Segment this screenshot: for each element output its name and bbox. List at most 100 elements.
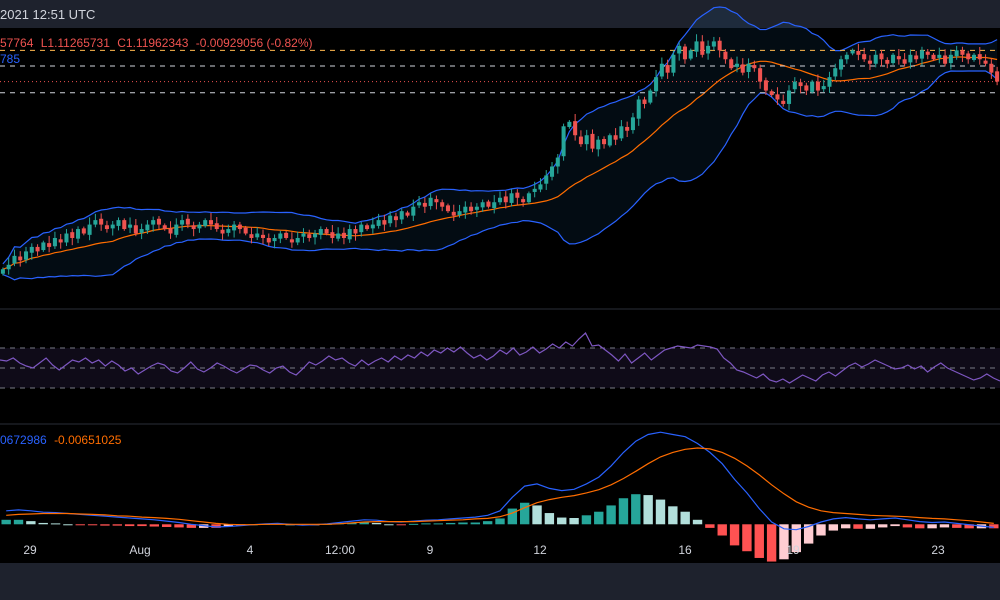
candle-body: [185, 218, 190, 225]
macd-histogram-bar: [915, 524, 925, 529]
macd-histogram-bar: [655, 499, 666, 525]
candle-body: [58, 239, 63, 243]
candle-body: [873, 54, 878, 64]
candle-body: [359, 224, 364, 233]
candle-body: [480, 202, 485, 208]
candle-body: [850, 50, 855, 54]
macd-histogram-bar: [742, 524, 752, 552]
candle-body: [948, 54, 953, 64]
candle-body: [220, 229, 225, 234]
candle-body: [833, 68, 838, 77]
macd-histogram-bar: [606, 505, 616, 525]
candle-body: [798, 82, 803, 87]
candle-body: [232, 224, 237, 231]
macd-histogram-bar: [631, 494, 641, 525]
candle-body: [839, 59, 844, 70]
macd-histogram-bar: [594, 511, 604, 525]
candle-body: [804, 85, 809, 91]
candle-body: [382, 220, 387, 225]
macd-histogram-bar: [100, 524, 110, 526]
candle-body: [665, 65, 670, 73]
macd-histogram-bar: [137, 524, 147, 527]
candle-body: [289, 239, 294, 243]
macd-histogram-bar: [557, 517, 567, 525]
candle-body: [891, 54, 896, 64]
candle-body: [399, 211, 404, 220]
candle-body: [596, 139, 601, 150]
macd-histogram-bar: [396, 524, 406, 526]
candle-body: [336, 233, 341, 239]
bollinger-lower: [2, 70, 998, 281]
macd-histogram-bar: [63, 524, 73, 526]
candle-body: [515, 192, 520, 198]
candle-body: [156, 218, 161, 225]
candle-body: [318, 229, 323, 235]
candle-body: [52, 237, 57, 247]
signal-line: [6, 447, 994, 526]
candle-body: [180, 220, 185, 225]
macd-histogram-bar: [520, 502, 530, 525]
candle-body: [503, 196, 508, 203]
candle-body: [249, 234, 254, 238]
macd-histogram-bar: [38, 522, 48, 525]
macd-histogram-bar: [803, 524, 814, 544]
candle-body: [966, 53, 971, 60]
candle-body: [226, 229, 231, 233]
candle-body: [162, 225, 167, 230]
candle-body: [469, 206, 474, 212]
macd-histogram-bar: [359, 522, 369, 525]
rsi-pane[interactable]: [0, 332, 1000, 389]
candle-body: [700, 41, 705, 55]
legend-close: C1.11962343: [117, 36, 189, 50]
macd-histogram-bar: [112, 524, 122, 526]
x-tick-label: 12: [533, 543, 547, 557]
candle-body: [532, 188, 537, 192]
candle-body: [145, 224, 150, 231]
macd-histogram-bar: [87, 524, 98, 526]
macd-histogram-bar: [840, 524, 851, 529]
candle-body: [914, 55, 919, 60]
candle-body: [919, 50, 924, 59]
x-tick-label: 29: [23, 543, 37, 557]
candle-body: [555, 157, 560, 167]
macd-histogram-bar: [223, 524, 234, 527]
candle-body: [977, 54, 982, 60]
candle-body: [93, 220, 98, 225]
macd-histogram-bar: [853, 524, 863, 529]
candle-body: [422, 202, 427, 207]
candle-body: [243, 227, 248, 234]
candle-body: [584, 135, 589, 145]
candle-body: [578, 136, 583, 145]
candle-body: [81, 228, 86, 234]
candle-body: [960, 50, 965, 55]
candle-body: [573, 121, 578, 136]
macd-histogram-bar: [174, 524, 184, 528]
time-axis[interactable]: 29 Aug 4 12:00 9 12 16 19 23: [23, 543, 945, 557]
legend-low: L1.11265731: [40, 36, 110, 50]
candle-body: [625, 126, 630, 131]
candle-body: [995, 71, 1000, 82]
macd-histogram-bar: [865, 524, 876, 529]
candle-body: [706, 45, 711, 54]
macd-histogram-bar: [75, 524, 85, 526]
candlestick-pane[interactable]: [0, 6, 1000, 281]
macd-histogram-bar: [779, 524, 789, 560]
macd-histogram-bar: [878, 524, 888, 528]
candle-body: [717, 40, 722, 51]
macd-histogram-bar: [581, 515, 592, 525]
candle-body: [64, 233, 69, 243]
macd-histogram-bar: [729, 524, 740, 546]
macd-histogram-bar: [952, 524, 962, 528]
candle-body: [278, 233, 283, 239]
candle-body: [434, 199, 439, 203]
x-tick-label: Aug: [129, 543, 150, 557]
candle-body: [347, 229, 352, 240]
candle-body: [867, 60, 872, 64]
macd-histogram-bar: [902, 524, 913, 528]
candle-body: [76, 229, 81, 239]
macd-pane[interactable]: [1, 431, 999, 562]
candle-body: [567, 121, 572, 127]
candle-body: [642, 99, 647, 104]
x-tick-label: 16: [678, 543, 692, 557]
